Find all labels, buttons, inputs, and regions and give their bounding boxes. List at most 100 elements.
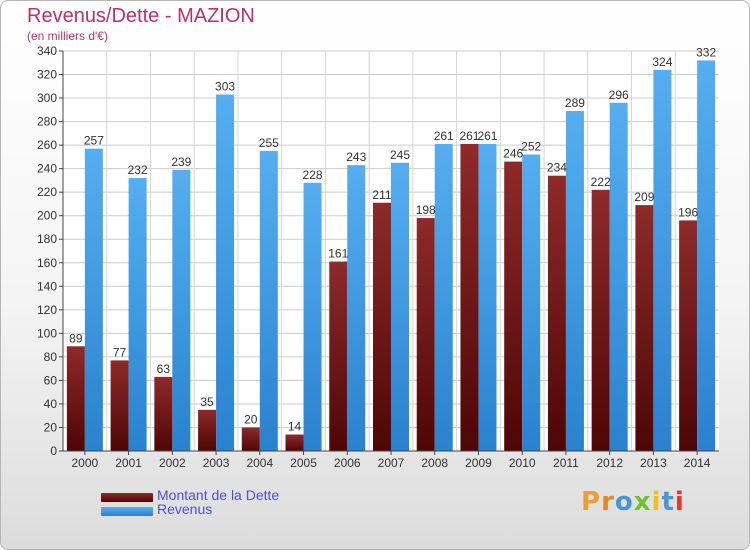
debt-bar — [591, 189, 610, 451]
revenue-bar — [259, 151, 278, 451]
x-tick-label: 2007 — [378, 456, 405, 470]
debt-bar — [110, 360, 129, 451]
x-tick-label: 2010 — [509, 456, 536, 470]
revenue-bar — [434, 143, 453, 452]
x-tick-label: 2014 — [684, 456, 711, 470]
revenue-bar — [478, 143, 497, 452]
revenue-value-label: 324 — [652, 55, 672, 69]
x-tick-label: 2011 — [553, 456, 579, 470]
revenue-bar — [697, 60, 716, 451]
debt-value-label: 209 — [634, 190, 654, 204]
debt-bar — [679, 220, 698, 451]
legend-swatch-revenue — [101, 507, 153, 516]
x-tick-label: 2000 — [72, 456, 99, 470]
revenue-bar — [128, 178, 147, 451]
revenue-value-label: 239 — [171, 155, 191, 169]
debt-value-label: 89 — [69, 331, 83, 345]
chart-subtitle: (en milliers d'€) — [27, 29, 108, 43]
debt-bar — [329, 261, 348, 451]
y-tick-label: 180 — [37, 232, 57, 246]
bars — [66, 60, 716, 452]
debt-bar — [416, 218, 435, 451]
x-tick-label: 2003 — [203, 456, 230, 470]
revenue-bar — [172, 169, 191, 451]
revenue-bar — [391, 162, 409, 451]
x-tick-label: 2009 — [465, 456, 492, 470]
debt-bar — [635, 205, 654, 451]
y-tick-label: 320 — [37, 68, 57, 82]
revenue-value-label: 296 — [609, 88, 629, 102]
revenue-value-label: 289 — [565, 96, 585, 110]
debt-value-label: 77 — [113, 345, 127, 359]
y-tick-label: 20 — [44, 420, 58, 434]
axes: 0204060801001201401601802002202402602803… — [37, 44, 719, 470]
legend-label-revenue: Revenus — [157, 501, 213, 517]
debt-value-label: 246 — [503, 147, 523, 161]
debt-value-label: 14 — [288, 420, 302, 434]
logo-letter: r — [601, 487, 615, 517]
y-tick-label: 80 — [44, 350, 58, 364]
logo-letter: P — [581, 487, 602, 517]
debt-value-label: 198 — [416, 203, 436, 217]
debt-value-label: 234 — [547, 161, 567, 175]
revenue-bar — [609, 102, 628, 451]
debt-value-label: 196 — [678, 205, 698, 219]
debt-bar — [241, 427, 260, 451]
revenue-bar — [522, 154, 541, 451]
data-labels: 89 257 77 232 63 239 35 303 20 255 14 228 161 243 211 2… — [69, 45, 716, 433]
debt-bar — [285, 434, 304, 451]
revenue-bar — [565, 111, 584, 451]
x-tick-label: 2013 — [640, 456, 667, 470]
y-tick-label: 120 — [37, 303, 57, 317]
debt-bar — [198, 409, 217, 451]
revenue-value-label: 245 — [390, 148, 410, 162]
legend-swatch-debt — [101, 493, 153, 502]
debt-bar — [66, 346, 85, 451]
revenue-value-label: 228 — [303, 168, 323, 182]
revenue-bar — [84, 148, 103, 451]
x-tick-label: 2005 — [290, 456, 317, 470]
y-tick-label: 280 — [37, 115, 57, 129]
debt-bar — [504, 161, 523, 451]
debt-value-label: 211 — [372, 188, 391, 202]
legend-label-debt: Montant de la Dette — [157, 487, 280, 503]
logo-letter: i — [674, 487, 685, 517]
debt-bar — [547, 175, 566, 452]
y-tick-label: 340 — [37, 44, 57, 58]
debt-value-label: 35 — [200, 395, 214, 409]
y-tick-label: 0 — [50, 444, 57, 458]
proxiti-logo: Proxiti — [581, 487, 685, 517]
x-tick-label: 2008 — [421, 456, 448, 470]
debt-value-label: 63 — [157, 362, 171, 376]
debt-value-label: 20 — [244, 412, 258, 426]
y-tick-label: 60 — [44, 373, 58, 387]
y-tick-label: 200 — [37, 209, 57, 223]
revenue-value-label: 255 — [259, 136, 279, 150]
revenue-value-label: 257 — [84, 134, 104, 148]
x-tick-label: 2006 — [334, 456, 361, 470]
logo-letter: x — [633, 487, 652, 517]
revenue-value-label: 232 — [128, 163, 148, 177]
x-tick-label: 2012 — [596, 456, 623, 470]
revenue-value-label: 261 — [477, 129, 497, 143]
chart-title: Revenus/Dette - MAZION — [27, 5, 255, 27]
logo-letter: i — [651, 487, 662, 517]
revenue-bar — [303, 182, 322, 451]
y-tick-label: 240 — [37, 162, 57, 176]
revenue-bar — [347, 165, 366, 451]
y-tick-label: 160 — [37, 256, 57, 270]
debt-bar — [460, 143, 479, 452]
revenue-value-label: 261 — [434, 129, 454, 143]
y-tick-label: 260 — [37, 138, 57, 152]
revenue-bar — [653, 69, 672, 451]
y-tick-label: 300 — [37, 91, 57, 105]
debt-bar — [373, 202, 391, 451]
y-tick-label: 220 — [37, 185, 57, 199]
logo-letter: o — [614, 487, 634, 517]
y-tick-label: 40 — [44, 397, 58, 411]
y-tick-label: 100 — [37, 326, 57, 340]
y-tick-label: 140 — [37, 279, 57, 293]
x-tick-label: 2002 — [159, 456, 186, 470]
